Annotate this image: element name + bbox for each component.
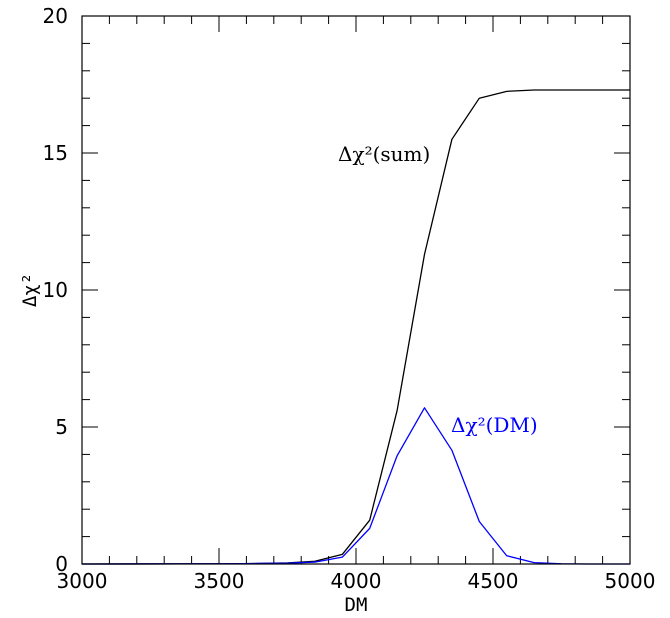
plot-frame (81, 15, 631, 565)
y-tick-label: 15 (43, 141, 68, 165)
y-tick-label: 20 (43, 4, 68, 28)
x-tick-label: 5000 (605, 569, 656, 593)
x-axis-title: DM (345, 594, 368, 616)
x-tick-label: 3000 (57, 569, 108, 593)
series-line-dm (81, 407, 630, 565)
tick-labels: 3000 3500 4000 4500 5000 0 5 10 15 20 (43, 4, 656, 593)
y-tick-label: 0 (55, 552, 68, 576)
axis-ticks (81, 15, 631, 565)
x-tick-label: 4000 (331, 569, 382, 593)
y-axis-title: Δχ² (19, 273, 41, 307)
series-label-dm: Δχ²(DM) (451, 413, 538, 437)
y-tick-label: 5 (55, 415, 68, 439)
series-label-sum: Δχ²(sum) (338, 142, 430, 166)
x-tick-label: 3500 (194, 569, 245, 593)
series-lines (81, 89, 630, 565)
x-tick-label: 4500 (468, 569, 519, 593)
y-tick-label: 10 (43, 278, 68, 302)
